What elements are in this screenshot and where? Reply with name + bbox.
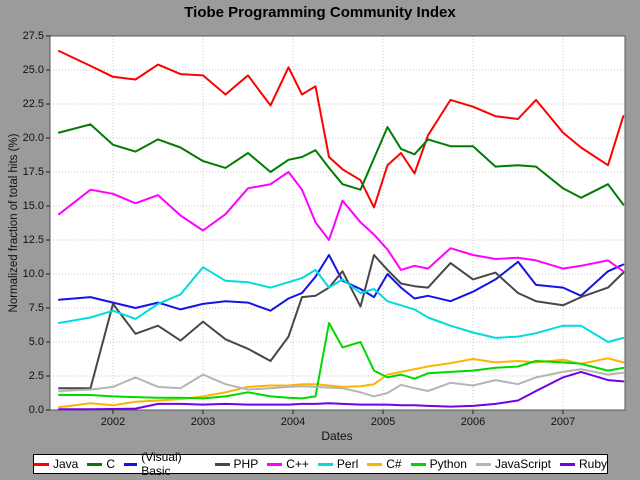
legend-label: Ruby	[578, 457, 607, 471]
legend-item-c: C	[87, 457, 115, 471]
chart-title: Tiobe Programming Community Index	[184, 4, 456, 21]
y-tick-label: 2.5	[28, 370, 44, 382]
series-line-ruby	[58, 370, 625, 411]
legend-swatch-icon	[317, 462, 333, 466]
legend: Java C (Visual) Basic PHP C++ Perl C# Python Jav…	[33, 450, 608, 478]
legend-swatch-icon	[87, 462, 103, 466]
series-line-python	[58, 322, 625, 400]
y-tick-label: 0.0	[28, 404, 44, 416]
legend-item-c-: C#	[367, 457, 402, 471]
legend-item--visual-basic: (Visual) Basic	[124, 450, 206, 478]
legend-item-ruby: Ruby	[559, 457, 607, 471]
legend-label: PHP	[233, 457, 259, 471]
y-tick-label: 27.5	[22, 30, 44, 42]
legend-label: C#	[386, 457, 402, 471]
legend-label: C++	[286, 457, 309, 471]
legend-item-php: PHP	[214, 457, 259, 471]
y-tick-label: 10.0	[22, 268, 44, 280]
series-line-perl	[58, 266, 625, 343]
legend-item-perl: Perl	[317, 457, 359, 471]
legend-label: Java	[53, 457, 79, 471]
series-line-java	[58, 50, 625, 209]
y-tick-label: 5.0	[28, 336, 44, 348]
y-tick-label: 25.0	[22, 64, 44, 76]
series-line-c-	[58, 171, 625, 273]
legend-label: Python	[429, 457, 467, 471]
x-tick-label: 2004	[280, 416, 306, 428]
legend-swatch-icon	[410, 462, 426, 466]
x-tick-label: 2005	[370, 416, 396, 428]
y-tick-label: 20.0	[22, 132, 44, 144]
x-axis-title: Dates	[321, 429, 353, 443]
series-line-c	[58, 123, 625, 206]
legend-item-python: Python	[410, 457, 467, 471]
x-tick-label: 2003	[190, 416, 216, 428]
legend-swatch-icon	[367, 462, 383, 466]
legend-label: (Visual) Basic	[141, 450, 182, 478]
legend-label: Perl	[336, 457, 359, 471]
series-line-php	[58, 254, 625, 390]
legend-swatch-icon	[475, 462, 491, 466]
legend-swatch-icon	[214, 462, 230, 466]
legend-label: JavaScript	[494, 457, 551, 471]
plot-background	[50, 36, 625, 410]
legend-swatch-icon	[267, 462, 283, 466]
legend-swatch-icon	[559, 462, 575, 466]
legend-swatch-icon	[124, 462, 138, 466]
legend-label: C	[106, 457, 116, 471]
legend-item-java: Java	[34, 457, 78, 471]
x-tick-label: 2006	[460, 416, 486, 428]
series-line-c-	[58, 357, 625, 409]
y-axis-title: Normalized fraction of total hits (%)	[8, 133, 20, 313]
y-tick-label: 7.5	[28, 302, 44, 314]
y-tick-label: 15.0	[22, 200, 44, 212]
y-tick-label: 12.5	[22, 234, 44, 246]
series-line-javascript	[58, 368, 625, 398]
x-tick-label: 2007	[550, 416, 576, 428]
series-line--visual-basic	[58, 254, 625, 312]
plot-border	[49, 35, 626, 411]
x-tick-label: 2002	[100, 416, 126, 428]
legend-item-javascript: JavaScript	[475, 457, 551, 471]
legend-item-c-: C++	[267, 457, 309, 471]
y-tick-label: 22.5	[22, 98, 44, 110]
legend-swatch-icon	[34, 462, 49, 466]
y-tick-label: 17.5	[22, 166, 44, 178]
